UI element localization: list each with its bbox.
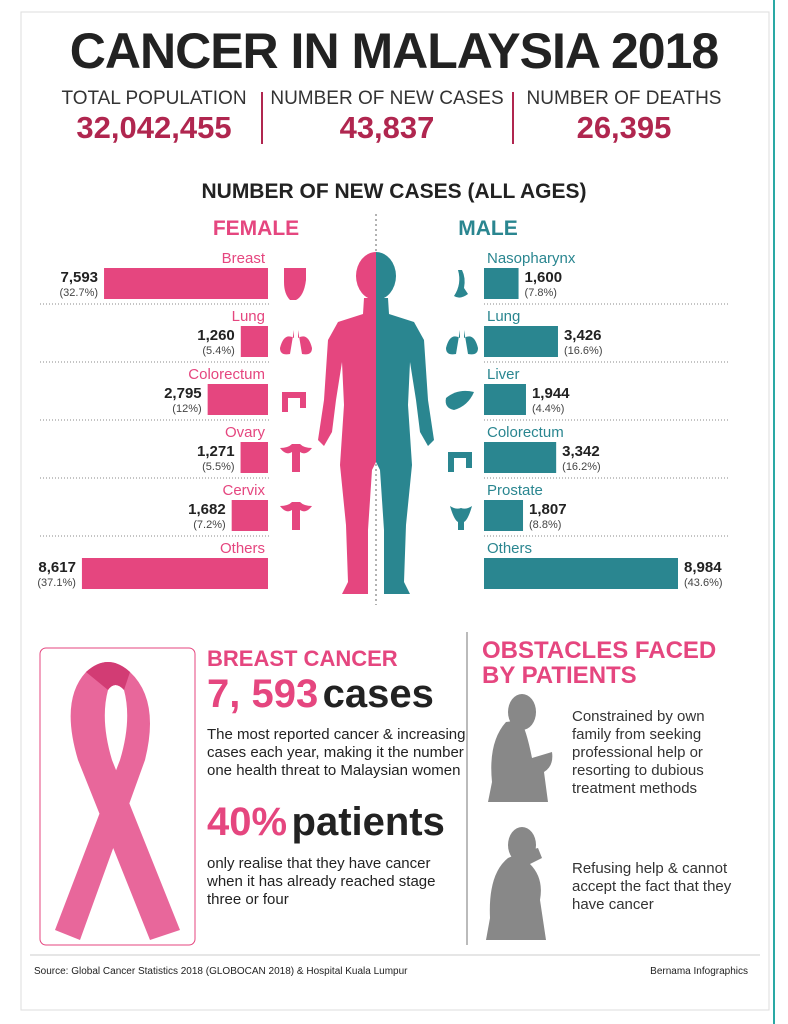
percent-label: (5.4%) bbox=[202, 345, 234, 357]
cases-headline: 7, 593 cases bbox=[207, 672, 434, 717]
frame bbox=[20, 11, 770, 1011]
male-organ-icons bbox=[445, 270, 478, 530]
patients-word: patients bbox=[291, 800, 445, 844]
source: Source: Global Cancer Statistics 2018 (G… bbox=[34, 966, 408, 977]
stat-label: NUMBER OF NEW CASES bbox=[270, 88, 504, 109]
bar bbox=[81, 558, 268, 589]
group-label: FEMALE bbox=[213, 217, 299, 240]
percent-label: (37.1%) bbox=[37, 577, 76, 589]
stat-label: NUMBER OF DEATHS bbox=[526, 88, 722, 109]
value-label: 1,682 bbox=[188, 501, 226, 518]
credit: Bernama Infographics bbox=[650, 966, 748, 977]
bar bbox=[240, 326, 268, 357]
value-label: 8,984 bbox=[684, 559, 722, 576]
category-label: Colorectum bbox=[188, 366, 265, 383]
percent-label: (8.8%) bbox=[529, 519, 561, 531]
stat-label: TOTAL POPULATION bbox=[61, 88, 247, 109]
bar bbox=[104, 268, 269, 299]
cases-word: cases bbox=[322, 672, 434, 716]
bar bbox=[484, 442, 557, 473]
percent-label: (16.2%) bbox=[562, 461, 601, 473]
bar bbox=[484, 384, 526, 415]
percent-label: (5.5%) bbox=[202, 461, 234, 473]
percent-label: (4.4%) bbox=[532, 403, 564, 415]
stat: NUMBER OF NEW CASES 43,837 bbox=[267, 88, 507, 146]
value-label: 2,795 bbox=[164, 385, 202, 402]
bar bbox=[484, 500, 524, 531]
value-label: 3,342 bbox=[562, 443, 600, 460]
stat-value: 43,837 bbox=[339, 110, 435, 145]
stat: TOTAL POPULATION 32,042,455 bbox=[34, 88, 274, 146]
stat-separator bbox=[261, 92, 263, 144]
bar bbox=[231, 500, 268, 531]
category-label: Ovary bbox=[225, 424, 266, 441]
description: The most reported cancer & increasing ca… bbox=[207, 726, 466, 779]
value-label: 1,807 bbox=[529, 501, 567, 518]
category-label: Nasopharynx bbox=[487, 250, 576, 267]
body-figure bbox=[318, 252, 434, 594]
ribbon bbox=[39, 647, 196, 946]
bar bbox=[207, 384, 268, 415]
cases-number: 7, 593 bbox=[207, 672, 319, 716]
patients-number: 40% bbox=[207, 800, 288, 844]
percent-label: (16.6%) bbox=[564, 345, 603, 357]
category-label: Colorectum bbox=[487, 424, 564, 441]
bar bbox=[484, 558, 678, 589]
section-title: OBSTACLES FACED BY PATIENTS bbox=[482, 637, 717, 689]
value-label: 1,271 bbox=[197, 443, 235, 460]
value-label: 7,593 bbox=[60, 269, 98, 286]
category-label: Cervix bbox=[222, 482, 265, 499]
stat-value: 32,042,455 bbox=[76, 110, 232, 145]
value-label: 1,944 bbox=[532, 385, 570, 402]
category-label: Others bbox=[487, 540, 532, 557]
cases-chart: FEMALE Breast 7,593(32.7%) Lung 1,260(5.4%) C… bbox=[37, 217, 730, 589]
value-label: 8,617 bbox=[38, 559, 76, 576]
category-label: Others bbox=[220, 540, 265, 557]
percent-label: (7.2%) bbox=[193, 519, 225, 531]
female-organ-icons bbox=[280, 268, 312, 530]
percent-label: (32.7%) bbox=[60, 287, 99, 299]
bar bbox=[484, 326, 558, 357]
category-label: Breast bbox=[222, 250, 266, 267]
stat-separator bbox=[512, 92, 514, 144]
description: only realise that they have cancer when … bbox=[207, 855, 436, 908]
page-title: CANCER IN MALAYSIA 2018 bbox=[69, 23, 719, 79]
stat-value: 26,395 bbox=[576, 110, 672, 145]
category-label: Liver bbox=[487, 366, 520, 383]
chart-title: NUMBER OF NEW CASES (ALL AGES) bbox=[201, 180, 587, 203]
obstacle: Refusing help & cannot accept the fact t… bbox=[572, 860, 732, 913]
percent-label: (12%) bbox=[172, 403, 201, 415]
percent-label: (43.6%) bbox=[684, 577, 723, 589]
category-label: Lung bbox=[487, 308, 520, 325]
bar bbox=[240, 442, 268, 473]
category-label: Lung bbox=[232, 308, 265, 325]
bar bbox=[484, 268, 519, 299]
percent-label: (7.8%) bbox=[525, 287, 557, 299]
group-label: MALE bbox=[458, 217, 518, 240]
value-label: 3,426 bbox=[564, 327, 602, 344]
patients-headline: 40% patients bbox=[207, 800, 445, 845]
category-label: Prostate bbox=[487, 482, 543, 499]
obstacle: Constrained by own family from seeking p… bbox=[572, 708, 705, 797]
value-label: 1,260 bbox=[197, 327, 235, 344]
patient-silhouettes bbox=[486, 694, 553, 940]
section-title: BREAST CANCER bbox=[207, 646, 398, 671]
stat: NUMBER OF DEATHS 26,395 bbox=[504, 88, 744, 146]
value-label: 1,600 bbox=[525, 269, 563, 286]
